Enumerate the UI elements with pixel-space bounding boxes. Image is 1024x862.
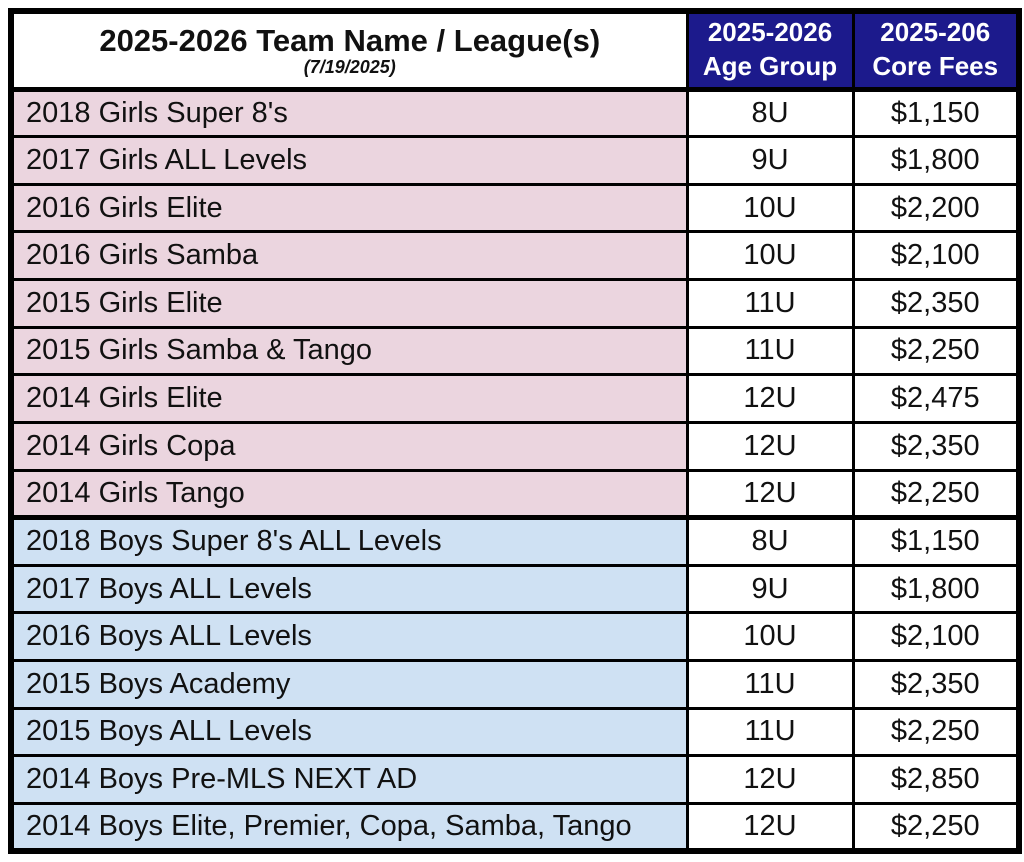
team-name-cell: 2016 Girls Samba	[9, 230, 689, 281]
table-row: 2017 Girls ALL Levels 9U $1,800	[9, 135, 1021, 186]
table-title: 2025-2026 Team Name / League(s)	[99, 22, 601, 58]
team-name-cell: 2014 Girls Copa	[9, 420, 689, 472]
core-fee-cell: $2,100	[851, 611, 1021, 662]
team-name-cell: 2016 Boys ALL Levels	[9, 611, 689, 662]
age-group-cell: 11U	[685, 659, 855, 710]
core-fee-cell: $1,150	[851, 515, 1021, 567]
core-fee-cell: $2,475	[851, 373, 1021, 424]
fees-table: 2025-2026 Team Name / League(s) (7/19/20…	[8, 8, 1022, 854]
table-row: 2016 Girls Samba 10U $2,100	[9, 230, 1021, 281]
team-name-cell: 2014 Girls Elite	[9, 373, 689, 424]
age-group-cell: 9U	[685, 563, 855, 615]
fees-table-container: 2025-2026 Team Name / League(s) (7/19/20…	[8, 8, 1022, 854]
age-group-header-line2: Age Group	[702, 51, 838, 82]
team-name-cell: 2015 Boys ALL Levels	[9, 706, 689, 758]
age-group-cell: 10U	[685, 182, 855, 234]
age-group-cell: 12U	[685, 468, 855, 520]
table-row: 2016 Girls Elite 10U $2,200	[9, 182, 1021, 234]
team-name-cell: 2018 Boys Super 8's ALL Levels	[9, 515, 689, 567]
core-fee-cell: $2,350	[851, 659, 1021, 710]
table-row: 2016 Boys ALL Levels 10U $2,100	[9, 611, 1021, 662]
age-group-cell: 11U	[685, 278, 855, 329]
team-name-cell: 2017 Girls ALL Levels	[9, 135, 689, 186]
table-row: 2017 Boys ALL Levels 9U $1,800	[9, 563, 1021, 615]
team-name-header: 2025-2026 Team Name / League(s) (7/19/20…	[9, 9, 689, 92]
age-group-cell: 12U	[685, 754, 855, 805]
table-row: 2015 Girls Samba & Tango 11U $2,250	[9, 325, 1021, 377]
core-fee-cell: $2,250	[851, 325, 1021, 377]
age-group-cell: 9U	[685, 135, 855, 186]
core-fees-header: 2025-206 Core Fees	[851, 9, 1021, 92]
team-name-cell: 2015 Girls Samba & Tango	[9, 325, 689, 377]
age-group-cell: 12U	[685, 801, 855, 853]
core-fee-cell: $2,850	[851, 754, 1021, 805]
core-fee-cell: $2,100	[851, 230, 1021, 281]
table-row: 2015 Girls Elite 11U $2,350	[9, 278, 1021, 329]
core-fee-cell: $1,150	[851, 87, 1021, 139]
core-fee-cell: $2,350	[851, 420, 1021, 472]
core-fee-cell: $2,200	[851, 182, 1021, 234]
team-name-cell: 2014 Boys Elite, Premier, Copa, Samba, T…	[9, 801, 689, 853]
table-row: 2014 Boys Pre-MLS NEXT AD 12U $2,850	[9, 754, 1021, 805]
table-row: 2014 Boys Elite, Premier, Copa, Samba, T…	[9, 801, 1021, 853]
core-fees-header-line1: 2025-206	[880, 17, 991, 48]
table-row: 2018 Girls Super 8's 8U $1,150	[9, 87, 1021, 139]
age-group-cell: 8U	[685, 87, 855, 139]
table-row: 2015 Boys ALL Levels 11U $2,250	[9, 706, 1021, 758]
table-row: 2015 Boys Academy 11U $2,350	[9, 659, 1021, 710]
table-row: 2014 Girls Copa 12U $2,350	[9, 420, 1021, 472]
age-group-cell: 8U	[685, 515, 855, 567]
core-fee-cell: $2,250	[851, 801, 1021, 853]
core-fee-cell: $1,800	[851, 563, 1021, 615]
core-fee-cell: $2,250	[851, 468, 1021, 520]
age-group-cell: 10U	[685, 611, 855, 662]
header-row: 2025-2026 Team Name / League(s) (7/19/20…	[9, 9, 1021, 92]
table-row: 2014 Girls Tango 12U $2,250	[9, 468, 1021, 520]
age-group-cell: 11U	[685, 706, 855, 758]
age-group-cell: 12U	[685, 373, 855, 424]
age-group-cell: 11U	[685, 325, 855, 377]
age-group-cell: 12U	[685, 420, 855, 472]
age-group-header: 2025-2026 Age Group	[685, 9, 855, 92]
age-group-header-line1: 2025-2026	[707, 17, 833, 48]
team-name-cell: 2016 Girls Elite	[9, 182, 689, 234]
core-fee-cell: $2,350	[851, 278, 1021, 329]
core-fees-header-line2: Core Fees	[872, 51, 999, 82]
team-name-cell: 2014 Boys Pre-MLS NEXT AD	[9, 754, 689, 805]
core-fee-cell: $1,800	[851, 135, 1021, 186]
team-name-cell: 2015 Boys Academy	[9, 659, 689, 710]
team-name-cell: 2014 Girls Tango	[9, 468, 689, 520]
table-row: 2018 Boys Super 8's ALL Levels 8U $1,150	[9, 515, 1021, 567]
table-date: (7/19/2025)	[303, 57, 396, 78]
table-row: 2014 Girls Elite 12U $2,475	[9, 373, 1021, 424]
team-name-cell: 2018 Girls Super 8's	[9, 87, 689, 139]
team-name-cell: 2017 Boys ALL Levels	[9, 563, 689, 615]
age-group-cell: 10U	[685, 230, 855, 281]
core-fee-cell: $2,250	[851, 706, 1021, 758]
team-name-cell: 2015 Girls Elite	[9, 278, 689, 329]
